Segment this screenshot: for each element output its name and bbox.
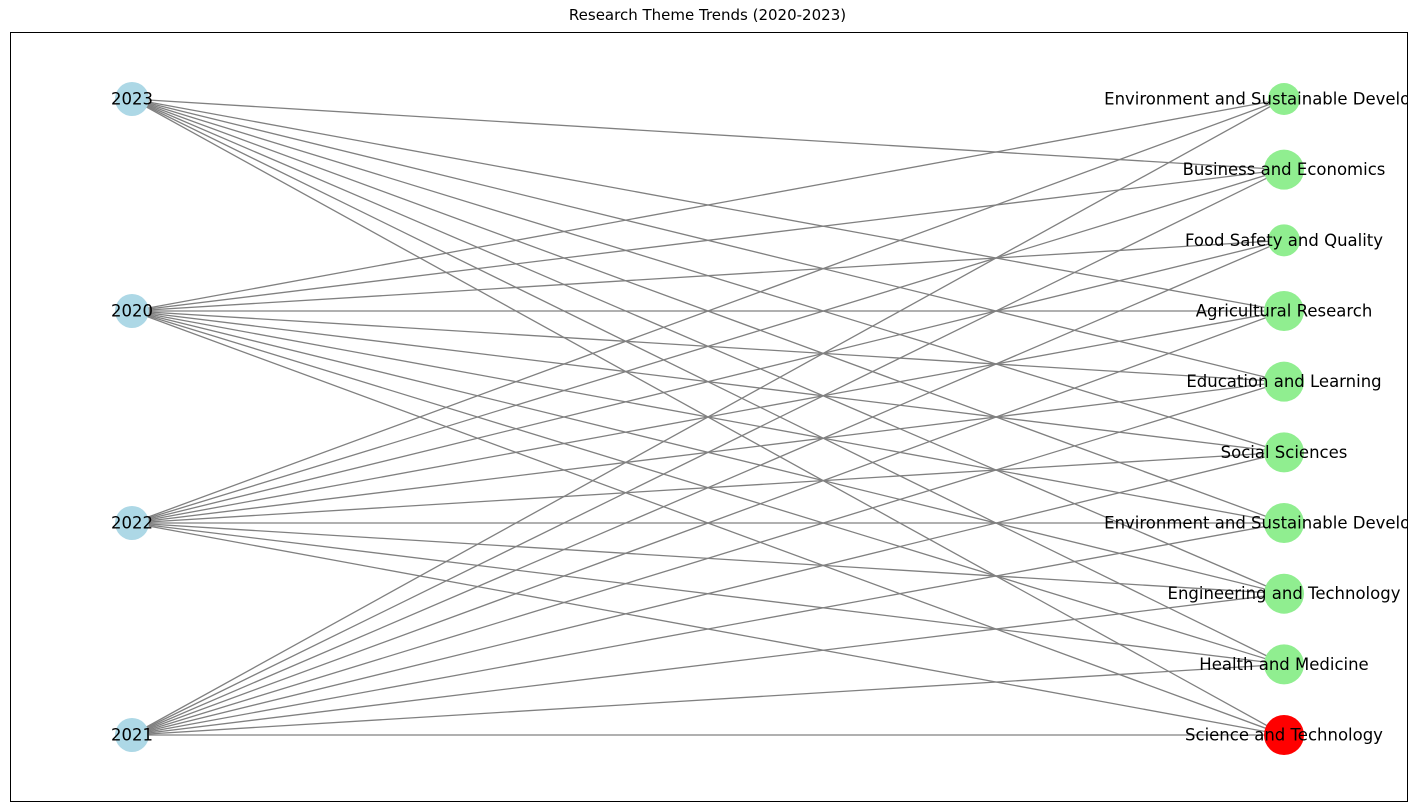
edge-2021-theme-5: [131, 451, 1285, 736]
edge-2020-theme-0: [131, 98, 1285, 312]
edge-2021-theme-2: [131, 239, 1285, 736]
edge-2021-theme-6: [131, 522, 1285, 736]
theme-label-5: Social Sciences: [1221, 443, 1348, 462]
year-label-2023: 2023: [111, 90, 153, 109]
year-node-2021: [115, 718, 149, 752]
theme-label-1: Business and Economics: [1183, 160, 1386, 179]
theme-node-6: [1264, 503, 1304, 544]
theme-node-0: [1268, 83, 1300, 115]
theme-node-3: [1264, 291, 1304, 332]
edge-2020-theme-2: [131, 239, 1285, 312]
theme-node-5: [1264, 432, 1304, 473]
chart-title: Research Theme Trends (2020-2023): [568, 6, 847, 24]
edge-2021-theme-7: [131, 593, 1285, 736]
edge-2021-theme-1: [131, 169, 1285, 736]
edge-2022-theme-0: [131, 98, 1285, 524]
year-node-2022: [115, 506, 149, 540]
theme-node-9: [1264, 715, 1304, 756]
theme-label-9: Science and Technology: [1185, 726, 1383, 745]
theme-label-8: Health and Medicine: [1199, 655, 1368, 674]
labels-layer: 2023 2020 2022 2021 Environment and Sustaina…: [111, 90, 1415, 745]
edge-2021-theme-8: [131, 663, 1285, 736]
year-label-2022: 2022: [111, 514, 153, 533]
theme-label-3: Agricultural Research: [1196, 302, 1373, 321]
nodes-layer: [115, 82, 1304, 756]
edge-2022-theme-2: [131, 239, 1285, 524]
theme-node-2: [1268, 224, 1300, 257]
plot-frame: [10, 32, 1408, 802]
theme-label-0: Environment and Sustainable Development: [1104, 90, 1415, 109]
year-node-2020: [115, 294, 149, 328]
edges-layer: [131, 98, 1285, 736]
theme-node-4: [1264, 361, 1304, 402]
theme-node-1: [1264, 149, 1304, 190]
year-node-2023: [115, 82, 149, 116]
theme-node-7: [1264, 573, 1304, 614]
edge-2021-theme-0: [131, 98, 1285, 736]
theme-label-4: Education and Learning: [1186, 372, 1381, 391]
year-label-2021: 2021: [111, 726, 153, 745]
edge-2020-theme-1: [131, 169, 1285, 312]
edge-2021-theme-4: [131, 381, 1285, 736]
edge-2021-theme-3: [131, 310, 1285, 736]
edge-2023-theme-1: [131, 98, 1285, 171]
theme-label-6: Environment and Sustainable Development: [1104, 514, 1415, 533]
theme-node-8: [1264, 644, 1304, 685]
theme-label-2: Food Safety and Quality: [1185, 231, 1383, 250]
year-label-2020: 2020: [111, 302, 153, 321]
edge-2022-theme-1: [131, 169, 1285, 524]
theme-label-7: Engineering and Technology: [1168, 584, 1401, 603]
